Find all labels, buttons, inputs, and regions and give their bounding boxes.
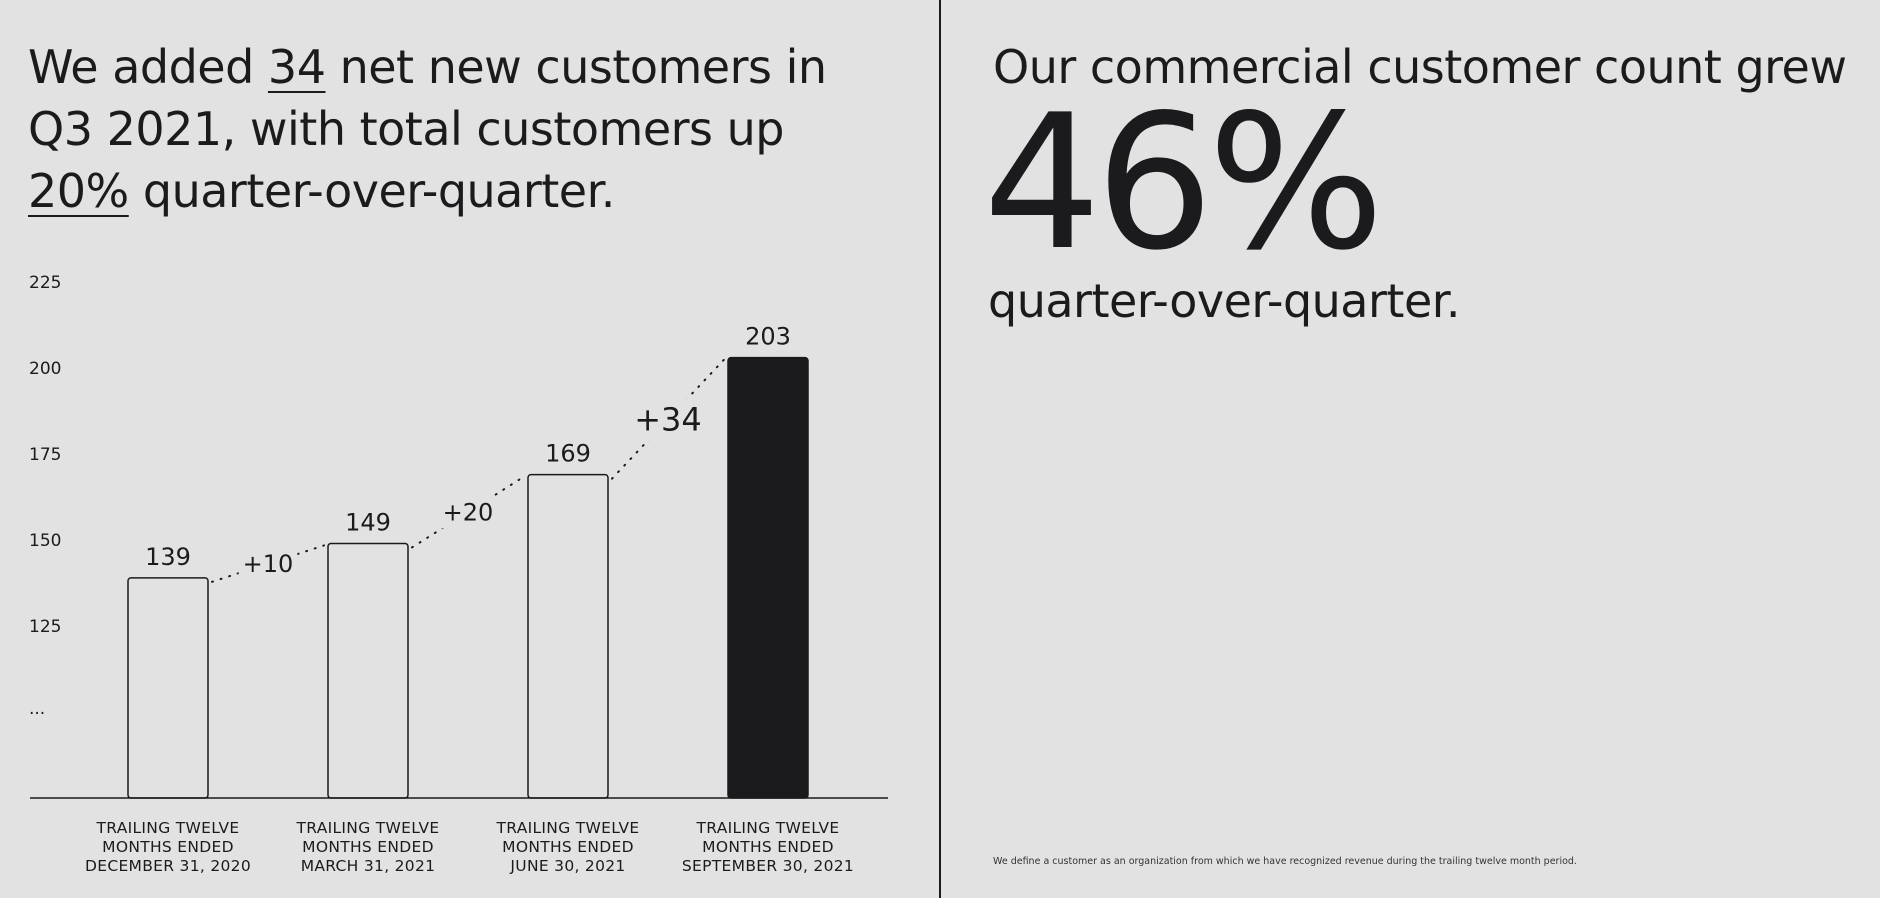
bar xyxy=(327,542,409,799)
bar-value-label: 149 xyxy=(345,508,391,536)
bar-value-label: 139 xyxy=(145,543,191,571)
delta-label: +20 xyxy=(443,498,494,526)
y-tick-label: 150 xyxy=(29,531,61,551)
delta-label: +34 xyxy=(634,400,702,438)
delta-label-background xyxy=(438,496,498,529)
y-tick-label: ... xyxy=(29,699,45,719)
x-category-label: TRAILING TWELVE xyxy=(296,819,440,837)
footnote: We define a customer as an organization … xyxy=(993,856,1577,867)
delta-label: +10 xyxy=(243,550,294,578)
x-category-label: SEPTEMBER 30, 2021 xyxy=(682,857,854,875)
right-title: Our commercial customer count grew xyxy=(993,40,1847,94)
bar xyxy=(527,473,609,799)
y-tick-label: 200 xyxy=(29,359,61,379)
right-subtitle: quarter-over-quarter. xyxy=(988,274,1461,328)
bar-value-label: 203 xyxy=(745,323,791,351)
x-category-label: JUNE 30, 2021 xyxy=(509,857,625,875)
x-category-label: MONTHS ENDED xyxy=(502,838,634,856)
x-category-label: TRAILING TWELVE xyxy=(496,819,640,837)
x-category-label: DECEMBER 31, 2020 xyxy=(85,857,251,875)
delta-label-background xyxy=(238,548,298,581)
bar xyxy=(727,356,809,799)
customer-bar-chart: 225 200 175 150 125... 139 149 169 203 +10 +20 +34 T… xyxy=(29,273,888,875)
y-tick-label: 225 xyxy=(29,273,61,293)
x-category-label: TRAILING TWELVE xyxy=(696,819,840,837)
headline-net-new-number: 34 xyxy=(267,40,326,94)
x-category-label: MARCH 31, 2021 xyxy=(301,857,436,875)
delta-connector xyxy=(211,544,325,583)
delta-label-background xyxy=(630,398,706,441)
x-category-label: MONTHS ENDED xyxy=(302,838,434,856)
bar xyxy=(127,577,209,799)
y-tick-label: 125 xyxy=(29,617,61,637)
headline: We added 34 net new customers in Q3 2021… xyxy=(28,36,888,222)
panel-divider xyxy=(939,0,941,898)
bar-value-label: 169 xyxy=(545,440,591,468)
y-tick-label: 175 xyxy=(29,445,61,465)
x-category-label: MONTHS ENDED xyxy=(702,838,834,856)
x-category-label: MONTHS ENDED xyxy=(102,838,234,856)
headline-growth-percent: 20% xyxy=(28,164,129,218)
big-stat: 46% xyxy=(983,74,1384,291)
headline-part-3: quarter-over-quarter. xyxy=(128,164,616,218)
headline-part-2: net new customers in Q3 2021, with total… xyxy=(28,40,827,156)
x-category-label: TRAILING TWELVE xyxy=(96,819,240,837)
headline-part-1: We added xyxy=(28,40,268,94)
